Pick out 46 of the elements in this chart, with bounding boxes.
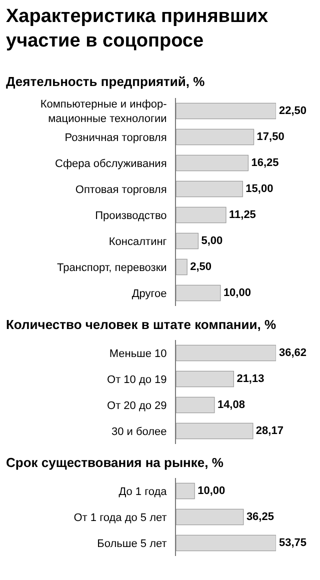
y-tick-label: Сфера обслуживания bbox=[55, 158, 167, 170]
chart-subtitle: Деятельность предприятий, % bbox=[6, 74, 206, 89]
y-tick-label: Меньше 10 bbox=[109, 348, 167, 360]
y-tick-label: От 1 года до 5 лет bbox=[74, 512, 167, 524]
y-tick-label: От 10 до 19 bbox=[107, 374, 167, 386]
data-label: 36,62 bbox=[279, 347, 307, 359]
bar bbox=[176, 128, 254, 146]
data-label: 2,50 bbox=[190, 261, 212, 273]
data-label: 28,17 bbox=[256, 425, 284, 437]
y-tick-label: Транспорт, перевозки bbox=[56, 262, 167, 274]
data-label: 22,50 bbox=[279, 105, 307, 117]
bar bbox=[176, 396, 215, 414]
data-label: 21,13 bbox=[236, 373, 264, 385]
bar bbox=[176, 232, 199, 250]
y-tick-label: Компьютерные и инфор- мационные технологии bbox=[40, 98, 168, 125]
data-label: 10,00 bbox=[198, 485, 226, 497]
bar bbox=[176, 284, 221, 302]
bar bbox=[176, 422, 254, 440]
y-tick-label: От 20 до 29 bbox=[107, 400, 167, 412]
y-tick-label: Оптовая торговля bbox=[75, 184, 167, 196]
data-label: 16,25 bbox=[251, 157, 279, 169]
data-label: 11,25 bbox=[229, 209, 256, 221]
data-label: 17,50 bbox=[256, 131, 284, 143]
data-label: 36,25 bbox=[246, 511, 274, 523]
chart-title: Количество человек в штате компании, % bbox=[6, 317, 276, 332]
bar bbox=[176, 154, 249, 172]
data-label: 10,00 bbox=[223, 287, 251, 299]
bar bbox=[176, 370, 234, 388]
y-tick-label: Больше 5 лет bbox=[97, 538, 167, 550]
bar bbox=[176, 344, 276, 362]
y-tick-label: 30 и более bbox=[111, 426, 167, 438]
bar bbox=[176, 258, 188, 276]
y-tick-label: Другое bbox=[132, 288, 167, 300]
bar bbox=[176, 180, 243, 198]
y-tick-label: Производство bbox=[95, 210, 167, 222]
data-label: 14,08 bbox=[217, 399, 245, 411]
chart-title: Срок существования на рынке, % bbox=[6, 455, 224, 470]
data-label: 53,75 bbox=[279, 537, 307, 549]
data-label: 5,00 bbox=[201, 235, 223, 247]
y-tick-label: До 1 года bbox=[118, 486, 168, 498]
data-label: 15,00 bbox=[246, 183, 274, 195]
bar bbox=[176, 206, 226, 224]
y-tick-label: Розничная торговля bbox=[64, 132, 167, 144]
chart-title: Характеристика принявших участие в соцопросе bbox=[6, 6, 269, 52]
bar bbox=[176, 102, 276, 120]
y-tick-label: Консалтинг bbox=[108, 236, 167, 248]
